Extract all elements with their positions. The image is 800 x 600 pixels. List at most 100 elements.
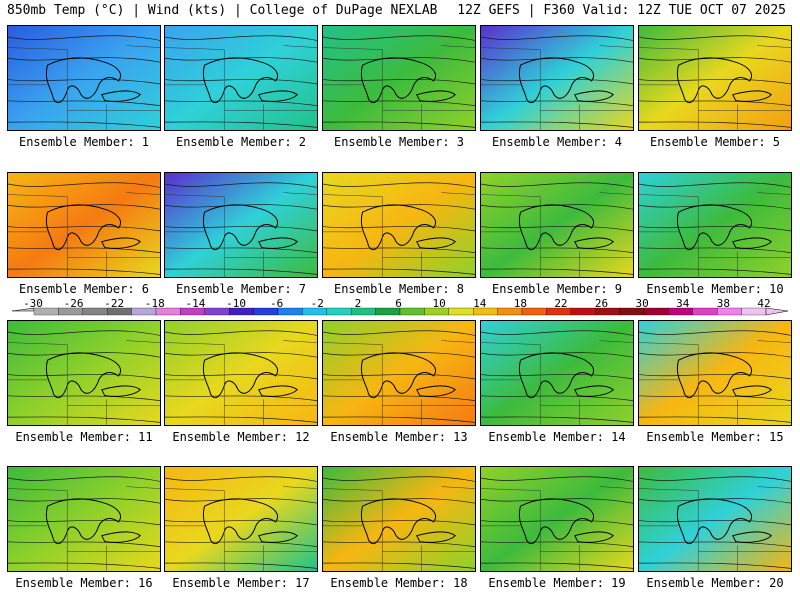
isotherm-line [481,416,633,423]
great-lakes-outline [202,498,299,545]
state-borders [639,45,791,130]
isotherm-line [165,330,317,336]
isotherm-line [8,395,160,402]
isotherm-line [639,79,791,85]
colorbar-cell [326,307,352,316]
great-lakes-outline [202,204,299,251]
isotherm-line [481,35,633,41]
isotherm-line [165,541,317,548]
isotherm-line [639,182,791,188]
isotherm-line [639,476,791,482]
ensemble-member-label: Ensemble Member: 4 [491,135,623,149]
great-lakes-outline [518,498,615,545]
colorbar-tick-label: 22 [554,297,568,310]
ensemble-member-label: Ensemble Member: 6 [18,282,150,296]
state-borders [8,486,160,571]
isotherm-line [481,204,633,210]
isotherm-line [639,520,791,526]
ensemble-member-panel [638,320,792,426]
isotherm-line [639,416,791,423]
isotherm-line [323,352,475,358]
isotherm-line [639,57,791,63]
ensemble-member-label: Ensemble Member: 9 [491,282,623,296]
ensemble-member-panel [164,25,318,131]
state-borders [481,340,633,425]
isotherm-line [481,100,633,107]
colorbar-tick-label: 10 [432,297,446,310]
isotherm-line [165,268,317,275]
isotherm-line [481,226,633,232]
colorbar-tick-label: 14 [473,297,487,310]
isotherm-line [8,562,160,569]
isotherm-line [165,352,317,358]
colorbar-tick-label: -14 [185,297,206,310]
great-lakes-outline [518,57,615,104]
ensemble-member-panel [322,466,476,572]
isotherm-line [8,121,160,128]
ensemble-member-label: Ensemble Member: 2 [175,135,307,149]
state-borders [323,340,475,425]
colorbar-tick-label: -18 [144,297,165,310]
isotherm-line [8,520,160,526]
isotherm-line [323,330,475,336]
isotherm-line [323,520,475,526]
state-borders [639,192,791,277]
isotherm-line [481,330,633,336]
isotherm-line [8,35,160,41]
isotherm-line [323,374,475,380]
ensemble-member-panel [480,172,634,278]
isotherm-line [481,79,633,85]
state-borders [165,45,317,130]
ensemble-member-panel [164,320,318,426]
isotherm-line [639,226,791,232]
isotherm-line [8,352,160,358]
isotherm-line [481,541,633,548]
ensemble-member-label: Ensemble Member: 5 [649,135,781,149]
isotherm-line [165,476,317,482]
great-lakes-outline [360,498,457,545]
isotherm-line [639,541,791,548]
great-lakes-outline [202,57,299,104]
isotherm-line [323,79,475,85]
ensemble-member-panel [638,466,792,572]
isotherm-line [165,416,317,423]
isotherm-line [481,182,633,188]
isotherm-line [165,121,317,128]
great-lakes-outline [45,204,142,251]
isotherm-line [323,416,475,423]
isotherm-line [165,182,317,188]
ensemble-member-panel [638,172,792,278]
isotherm-line [8,182,160,188]
isotherm-line [323,204,475,210]
colorbar-tick-label: -2 [310,297,324,310]
ensemble-member-label: Ensemble Member: 7 [175,282,307,296]
colorbar-tick-label: 38 [716,297,730,310]
great-lakes-outline [45,57,142,104]
isotherm-line [323,226,475,232]
isotherm-line [165,226,317,232]
colorbar-tick-label: -30 [23,297,43,310]
ensemble-member-label: Ensemble Member: 10 [646,282,784,296]
state-borders [481,45,633,130]
isotherm-line [165,57,317,63]
ensemble-member-label: Ensemble Member: 8 [333,282,465,296]
isotherm-line [639,330,791,336]
ensemble-member-label: Ensemble Member: 14 [488,430,626,444]
ensemble-member-label: Ensemble Member: 16 [15,576,153,590]
colorbar-tick-label: 18 [513,297,527,310]
state-borders [165,340,317,425]
great-lakes-outline [676,204,773,251]
isotherm-line [481,476,633,482]
great-lakes-outline [45,498,142,545]
great-lakes-outline [360,57,457,104]
isotherm-line [165,498,317,504]
state-borders [639,486,791,571]
header-left: 850mb Temp (°C) | Wind (kts) | College o… [7,3,438,18]
isotherm-line [481,374,633,380]
isotherm-line [323,100,475,107]
colorbar-tick-label: 2 [354,297,362,310]
isotherm-line [323,395,475,402]
ensemble-member-panel [638,25,792,131]
isotherm-line [8,416,160,423]
state-borders [481,192,633,277]
